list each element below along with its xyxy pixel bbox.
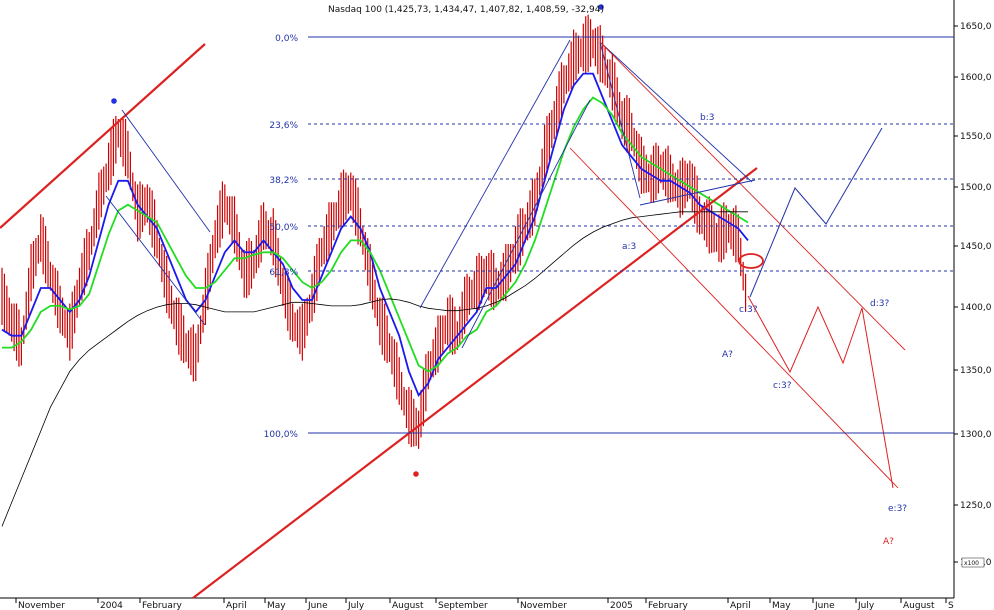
x-tick-label: February <box>648 601 689 610</box>
fib-level-label: 23,6% <box>269 121 298 131</box>
x-tick-label: July <box>347 601 365 610</box>
y-tick-labels: 1650,0 1600,0 1550,0 1500,0 1450,0 1400,0 1350… <box>954 22 992 568</box>
x-tick-label: June <box>307 601 328 610</box>
fib-level-label: 100,0% <box>264 430 299 440</box>
fib-level-label: 38,2% <box>269 176 298 186</box>
x-tick-label: November <box>18 601 65 610</box>
forecast-red <box>747 295 894 489</box>
chart-title: Nasdaq 100 (1,425,73, 1,434,47, 1,407,82… <box>328 5 604 15</box>
channel-line-red <box>569 147 899 489</box>
trendline-support <box>192 167 758 599</box>
x-tick-labels: November 2004 February April May June July Augu… <box>15 598 954 610</box>
fib-level-label: 50,0% <box>269 223 298 233</box>
x-tick-label: February <box>142 601 183 610</box>
wave-labels: a:3 b:3 c:3? A? c:3? d:3? e:3? A? <box>622 113 907 547</box>
x-tick-label: S <box>948 601 954 610</box>
fib-level-label: 61,8% <box>269 268 298 278</box>
marker-dot <box>598 4 604 10</box>
x-tick-label: 2004 <box>100 601 123 610</box>
x-tick-label: May <box>267 601 286 610</box>
fibonacci-levels: 0,0% 23,6% 38,2% 50,0% 61,8% 100,0% <box>264 34 954 440</box>
x-tick-label: May <box>772 601 791 610</box>
forecast-blue <box>749 127 883 298</box>
y-tick-label: 1650,0 <box>960 22 992 32</box>
marker-dot <box>111 98 117 104</box>
wave-label: a:3 <box>622 242 636 252</box>
y-tick-label: 1450,0 <box>960 242 992 252</box>
channel-line <box>419 39 571 309</box>
y-tick-label: 1350,0 <box>960 366 992 376</box>
x-tick-label: August <box>903 601 935 610</box>
wave-label: d:3? <box>870 299 889 309</box>
x-tick-label: June <box>814 601 835 610</box>
y-tick-label: 1550,0 <box>960 132 992 142</box>
x-tick-label: 2005 <box>610 601 633 610</box>
wave-label: b:3 <box>700 113 714 123</box>
trendline-upper-left <box>0 43 206 229</box>
wave-label: c:3? <box>739 305 758 315</box>
ma-line <box>1 72 749 397</box>
y-tick-label: 1300,0 <box>960 430 992 440</box>
x-tick-label: April <box>226 601 247 610</box>
marker-dot <box>413 471 419 477</box>
x-tick-label: September <box>438 601 488 610</box>
wave-label: e:3? <box>888 504 907 514</box>
price-bars <box>1 14 747 449</box>
unit-box <box>961 557 985 568</box>
channel-line <box>639 179 756 206</box>
channel-line <box>461 99 591 349</box>
x-tick-label: November <box>520 601 567 610</box>
channel-line <box>105 195 206 326</box>
highlight-ellipse <box>738 253 764 269</box>
fib-level-label: 0,0% <box>275 34 298 44</box>
y-tick-label: 1400,0 <box>960 303 992 313</box>
channel-line-red <box>599 41 906 351</box>
unit-label: x100 <box>964 560 979 567</box>
y-tick-label: 1600,0 <box>960 73 992 83</box>
y-tick-label: 1250,0 <box>960 501 992 511</box>
plot-frame <box>0 0 955 599</box>
x-tick-label: April <box>730 601 751 610</box>
channel-line <box>599 41 641 199</box>
channel-line <box>599 41 753 183</box>
trend-channels <box>0 4 906 599</box>
wave-label: c:3? <box>773 381 792 391</box>
ma-line <box>1 211 748 527</box>
x-tick-label: July <box>857 601 875 610</box>
channel-line <box>121 109 211 233</box>
wave-label: A? <box>722 350 733 360</box>
wave-label: A? <box>883 537 894 547</box>
x-tick-label: August <box>392 601 424 610</box>
y-tick-label: 1500,0 <box>960 183 992 193</box>
